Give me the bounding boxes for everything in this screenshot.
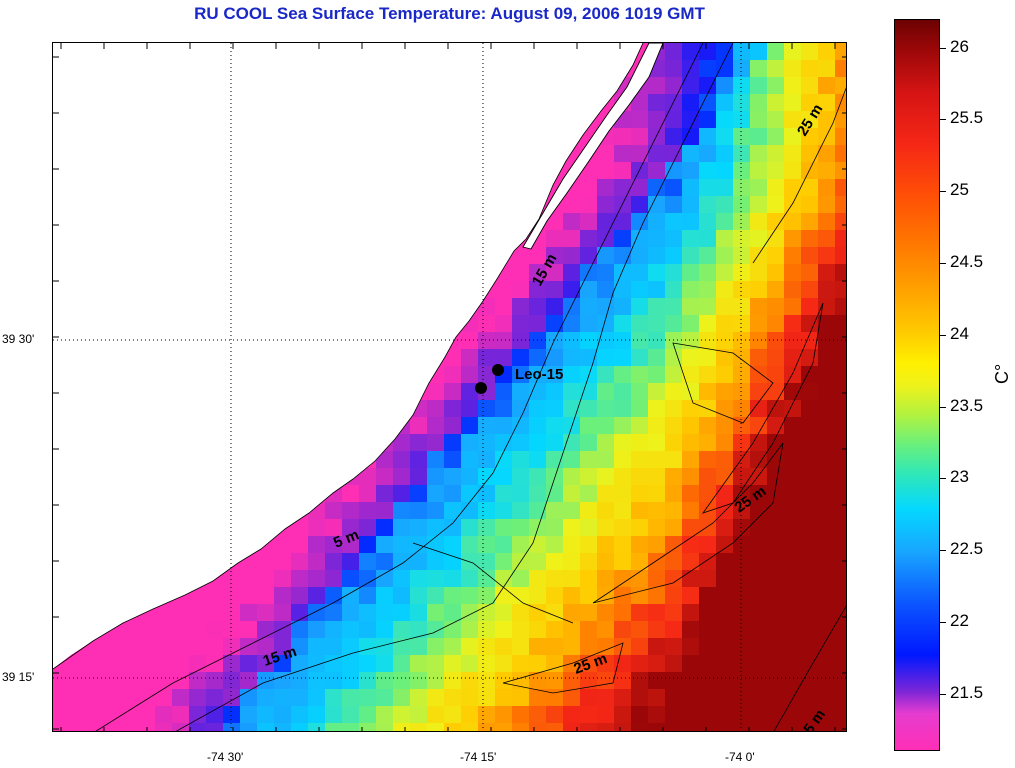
colorbar-tick [940,119,946,121]
map-title: RU COOL Sea Surface Temperature: August … [194,4,705,23]
colorbar-unit-label: C° [992,363,1012,384]
longitude-label: -74 0' [725,750,755,764]
sst-map[interactable]: 25 m 15 m 25 m 5 m 25 m 15 m 5 m Leo-15 [52,42,847,732]
leo-15-station: Leo-15 [475,364,563,394]
latitude-label: 39 15' [2,670,35,684]
barrier-island [522,43,664,250]
colorbar-tick [940,478,946,480]
colorbar-tick-label: 22 [950,610,969,630]
colorbar-tick-label: 24.5 [950,252,984,271]
station-marker[interactable] [475,382,487,394]
colorbar-tick [940,550,946,552]
colorbar-tick-label: 25.5 [950,108,984,128]
temperature-colorbar [894,19,940,751]
colorbar-tick [940,263,946,264]
colorbar-tick-label: 24 [950,323,969,343]
colorbar-tick [940,191,946,193]
colorbar-tick-label: 25 [950,180,969,200]
colorbar-tick-label: 21.5 [950,682,984,702]
land-mask [53,43,643,669]
latitude-label: 39 30' [2,332,35,346]
colorbar-tick-label: 23.5 [950,395,984,415]
colorbar-tick-label: 26 [950,36,969,56]
colorbar-tick [940,406,946,408]
colorbar-tick-label: 23 [950,467,969,487]
station-label: Leo-15 [515,366,563,383]
axis-ticks [53,43,846,731]
colorbar-tick [940,334,946,336]
colorbar-tick-label: 22.5 [950,539,984,559]
colorbar-tick [940,693,946,695]
station-marker[interactable] [492,364,504,376]
colorbar-tick [940,47,946,49]
colorbar-tick [940,621,946,623]
bathymetry-contours [53,43,846,731]
longitude-label: -74 30' [207,750,244,764]
longitude-label: -74 15' [460,750,497,764]
